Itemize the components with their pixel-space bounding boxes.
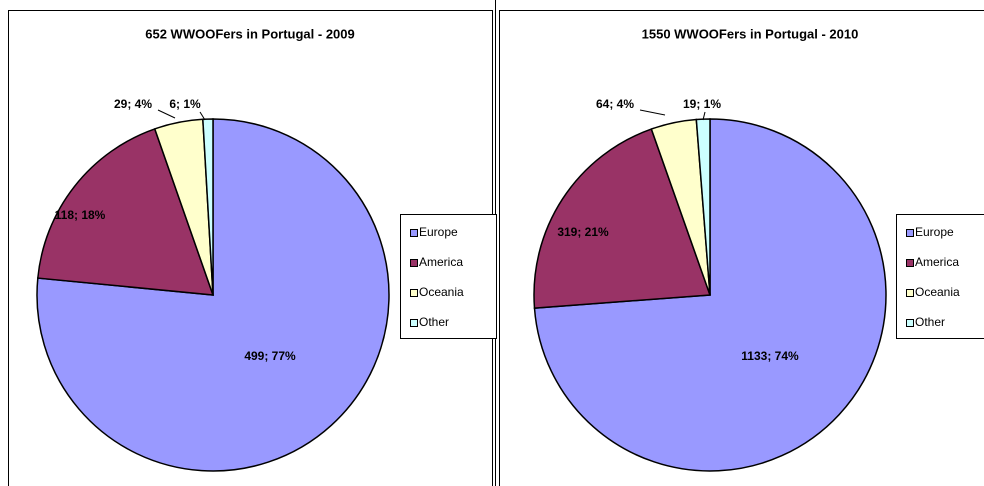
legend-swatch: [906, 229, 914, 237]
legend-label: Oceania: [419, 285, 464, 299]
legend-swatch: [906, 319, 914, 327]
legend-label: America: [915, 255, 959, 269]
legend-swatch: [410, 289, 418, 297]
leader-line: [157, 109, 176, 119]
legend-swatch: [410, 259, 418, 267]
legend-label: Europe: [419, 225, 458, 239]
chart-title: 1550 WWOOFers in Portugal - 2010: [642, 26, 859, 41]
legend-swatch: [410, 229, 418, 237]
legend-swatch: [410, 319, 418, 327]
legend-label: Europe: [915, 225, 954, 239]
pie-slice: [202, 118, 214, 296]
leader-line: [639, 109, 666, 116]
legend-label: Oceania: [915, 285, 960, 299]
leader-line: [702, 111, 706, 121]
data-label: 319; 21%: [557, 225, 609, 239]
legend-swatch: [906, 289, 914, 297]
legend-label: Other: [419, 315, 449, 329]
legend-label: America: [419, 255, 463, 269]
pie-slice: [533, 128, 712, 309]
legend-label: Other: [915, 315, 945, 329]
legend-swatch: [906, 259, 914, 267]
data-label: 1133; 74%: [741, 349, 799, 363]
leader-line: [199, 111, 206, 121]
chart-title: 652 WWOOFers in Portugal - 2009: [145, 26, 355, 41]
data-label: 19; 1%: [683, 97, 721, 111]
data-label: 499; 77%: [244, 349, 296, 363]
data-label: 118; 18%: [55, 208, 106, 222]
data-label: 29; 4%: [114, 97, 152, 111]
chart-frame: [499, 10, 984, 486]
data-label: 64; 4%: [596, 97, 634, 111]
data-label: 6; 1%: [169, 97, 201, 111]
